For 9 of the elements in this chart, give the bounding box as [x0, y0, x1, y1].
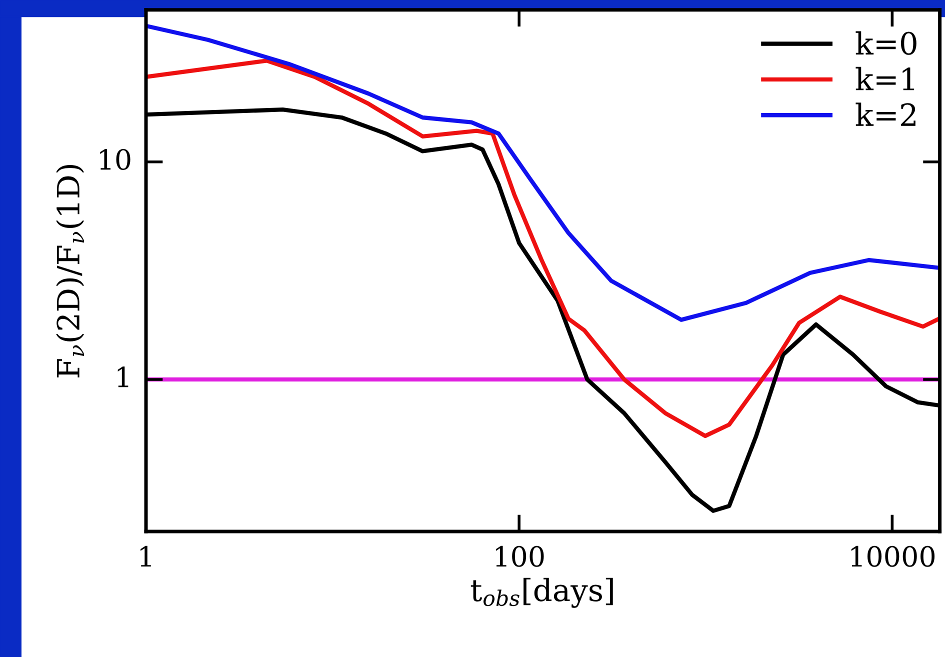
legend-label: k=0	[856, 31, 916, 55]
y-axis-title: F$_{ν}$(2D)/F$_{ν}$(1D)	[56, 165, 84, 378]
x-tick-label: 1	[140, 546, 151, 567]
legend-label: k=1	[856, 66, 914, 90]
legend-label: k=2	[856, 102, 916, 126]
x-tick-label: 100	[496, 546, 544, 567]
y-tick-label: 10	[100, 148, 130, 170]
x-axis-title: t$_{obs}$[days]	[470, 578, 613, 608]
x-tick-label: 10000	[851, 546, 935, 567]
